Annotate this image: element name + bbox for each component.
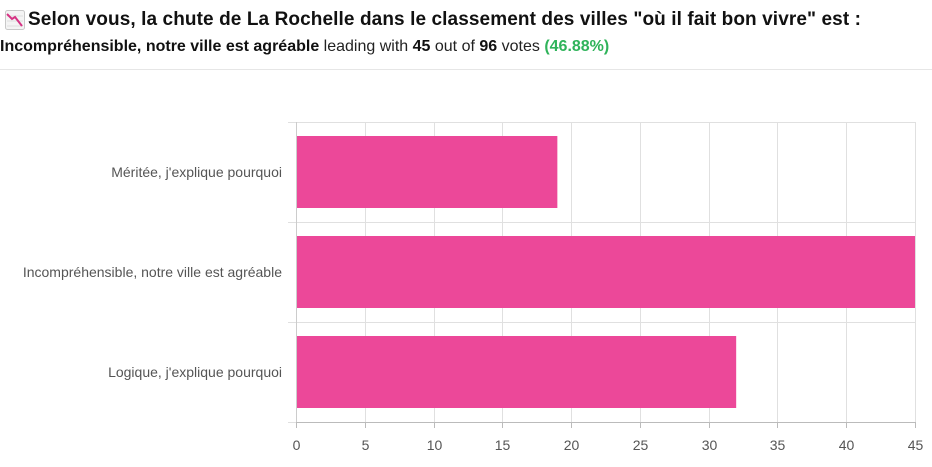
bar — [297, 236, 915, 308]
bar — [297, 336, 737, 408]
category-label: Logique, j'explique pourquoi — [108, 364, 282, 380]
chart-decreasing-icon — [5, 10, 25, 30]
out-of-text: out of — [434, 38, 475, 55]
x-tick-label: 35 — [770, 437, 786, 453]
leader-votes: 45 — [412, 38, 431, 55]
leader-option: Incompréhensible, notre ville est agréab… — [0, 38, 320, 55]
leading-with-text: leading with — [323, 38, 409, 55]
x-tick-label: 20 — [564, 437, 580, 453]
category-label: Incompréhensible, notre ville est agréab… — [23, 264, 282, 280]
x-tick-label: 30 — [702, 437, 718, 453]
total-votes: 96 — [479, 38, 498, 55]
x-tick-label: 40 — [839, 437, 855, 453]
poll-summary: Incompréhensible, notre ville est agréab… — [0, 38, 609, 56]
x-tick-label: 0 — [293, 437, 301, 453]
leader-percent: (46.88%) — [544, 38, 610, 55]
poll-title: Selon vous, la chute de La Rochelle dans… — [28, 9, 862, 30]
poll-title-row: Selon vous, la chute de La Rochelle dans… — [5, 9, 861, 31]
bar — [297, 136, 558, 208]
poll-header: Selon vous, la chute de La Rochelle dans… — [0, 0, 932, 70]
x-tick-label: 15 — [495, 437, 511, 453]
votes-text: votes — [501, 38, 540, 55]
x-tick-label: 25 — [633, 437, 649, 453]
x-tick-label: 10 — [427, 437, 443, 453]
x-tick-label: 45 — [908, 437, 924, 453]
category-label: Méritée, j'explique pourquoi — [111, 164, 282, 180]
x-tick-label: 5 — [362, 437, 370, 453]
poll-results-chart: 0 5 10 15 20 25 30 35 40 45 Méritée, j'explique po… — [23, 122, 924, 453]
